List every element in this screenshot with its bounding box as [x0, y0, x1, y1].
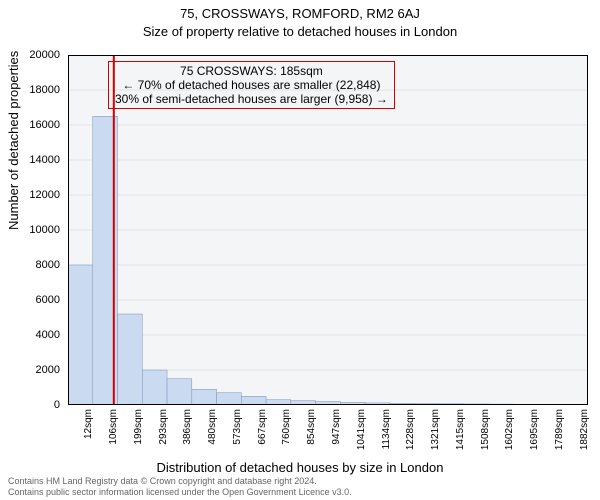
x-tick-label: 1415sqm — [455, 409, 466, 450]
y-tick-label: 2000 — [10, 364, 60, 376]
x-tick-label: 293sqm — [158, 409, 169, 445]
x-tick-label: 1789sqm — [554, 409, 565, 450]
x-tick-label: 199sqm — [133, 409, 144, 445]
x-tick-label: 1134sqm — [381, 409, 392, 449]
y-tick-label: 6000 — [10, 294, 60, 306]
x-tick-label: 667sqm — [257, 409, 268, 445]
x-tick-label: 1228sqm — [405, 409, 416, 450]
annotation-line-1: 75 CROSSWAYS: 185sqm — [115, 64, 388, 78]
footer-line-2: Contains public sector information licen… — [8, 487, 352, 498]
y-tick-label: 12000 — [10, 189, 60, 201]
y-tick-label: 14000 — [10, 154, 60, 166]
y-tick-label: 18000 — [10, 84, 60, 96]
x-tick-labels: 12sqm 106sqm 199sqm 293sqm 386sqm 480sqm 573sq… — [68, 405, 588, 455]
y-tick-label: 10000 — [10, 224, 60, 236]
x-tick-label: 1041sqm — [356, 409, 367, 450]
footer: Contains HM Land Registry data © Crown c… — [8, 476, 352, 498]
x-tick-label: 760sqm — [281, 409, 292, 445]
footer-line-1: Contains HM Land Registry data © Crown c… — [8, 476, 352, 487]
y-tick-label: 16000 — [10, 119, 60, 131]
x-tick-label: 1321sqm — [430, 409, 441, 450]
y-tick-label: 0 — [10, 399, 60, 411]
x-tick-label: 386sqm — [182, 409, 193, 445]
x-tick-label: 106sqm — [108, 409, 119, 445]
y-tick-label: 20000 — [10, 49, 60, 61]
x-tick-label: 1882sqm — [579, 409, 590, 450]
x-tick-label: 1695sqm — [529, 409, 540, 450]
y-tick-labels: 0200040006000800010000120001400016000180… — [0, 55, 64, 405]
annotation-box: 75 CROSSWAYS: 185sqm ← 70% of detached h… — [108, 61, 395, 109]
x-tick-label: 1508sqm — [480, 409, 491, 450]
chart-subtitle: Size of property relative to detached ho… — [0, 24, 600, 39]
annotation-line-3: 30% of semi-detached houses are larger (… — [115, 92, 388, 106]
x-tick-label: 854sqm — [306, 409, 317, 445]
annotation-line-2: ← 70% of detached houses are smaller (22… — [115, 78, 388, 92]
plot-area: 75 CROSSWAYS: 185sqm ← 70% of detached h… — [68, 55, 588, 405]
x-tick-label: 947sqm — [331, 409, 342, 445]
y-tick-label: 4000 — [10, 329, 60, 341]
x-tick-label: 573sqm — [232, 409, 243, 445]
chart-title: 75, CROSSWAYS, ROMFORD, RM2 6AJ — [0, 6, 600, 21]
y-tick-label: 8000 — [10, 259, 60, 271]
x-axis-label: Distribution of detached houses by size … — [0, 460, 600, 475]
x-tick-label: 480sqm — [207, 409, 218, 445]
x-tick-label: 12sqm — [83, 409, 94, 439]
x-tick-label: 1602sqm — [504, 409, 515, 450]
